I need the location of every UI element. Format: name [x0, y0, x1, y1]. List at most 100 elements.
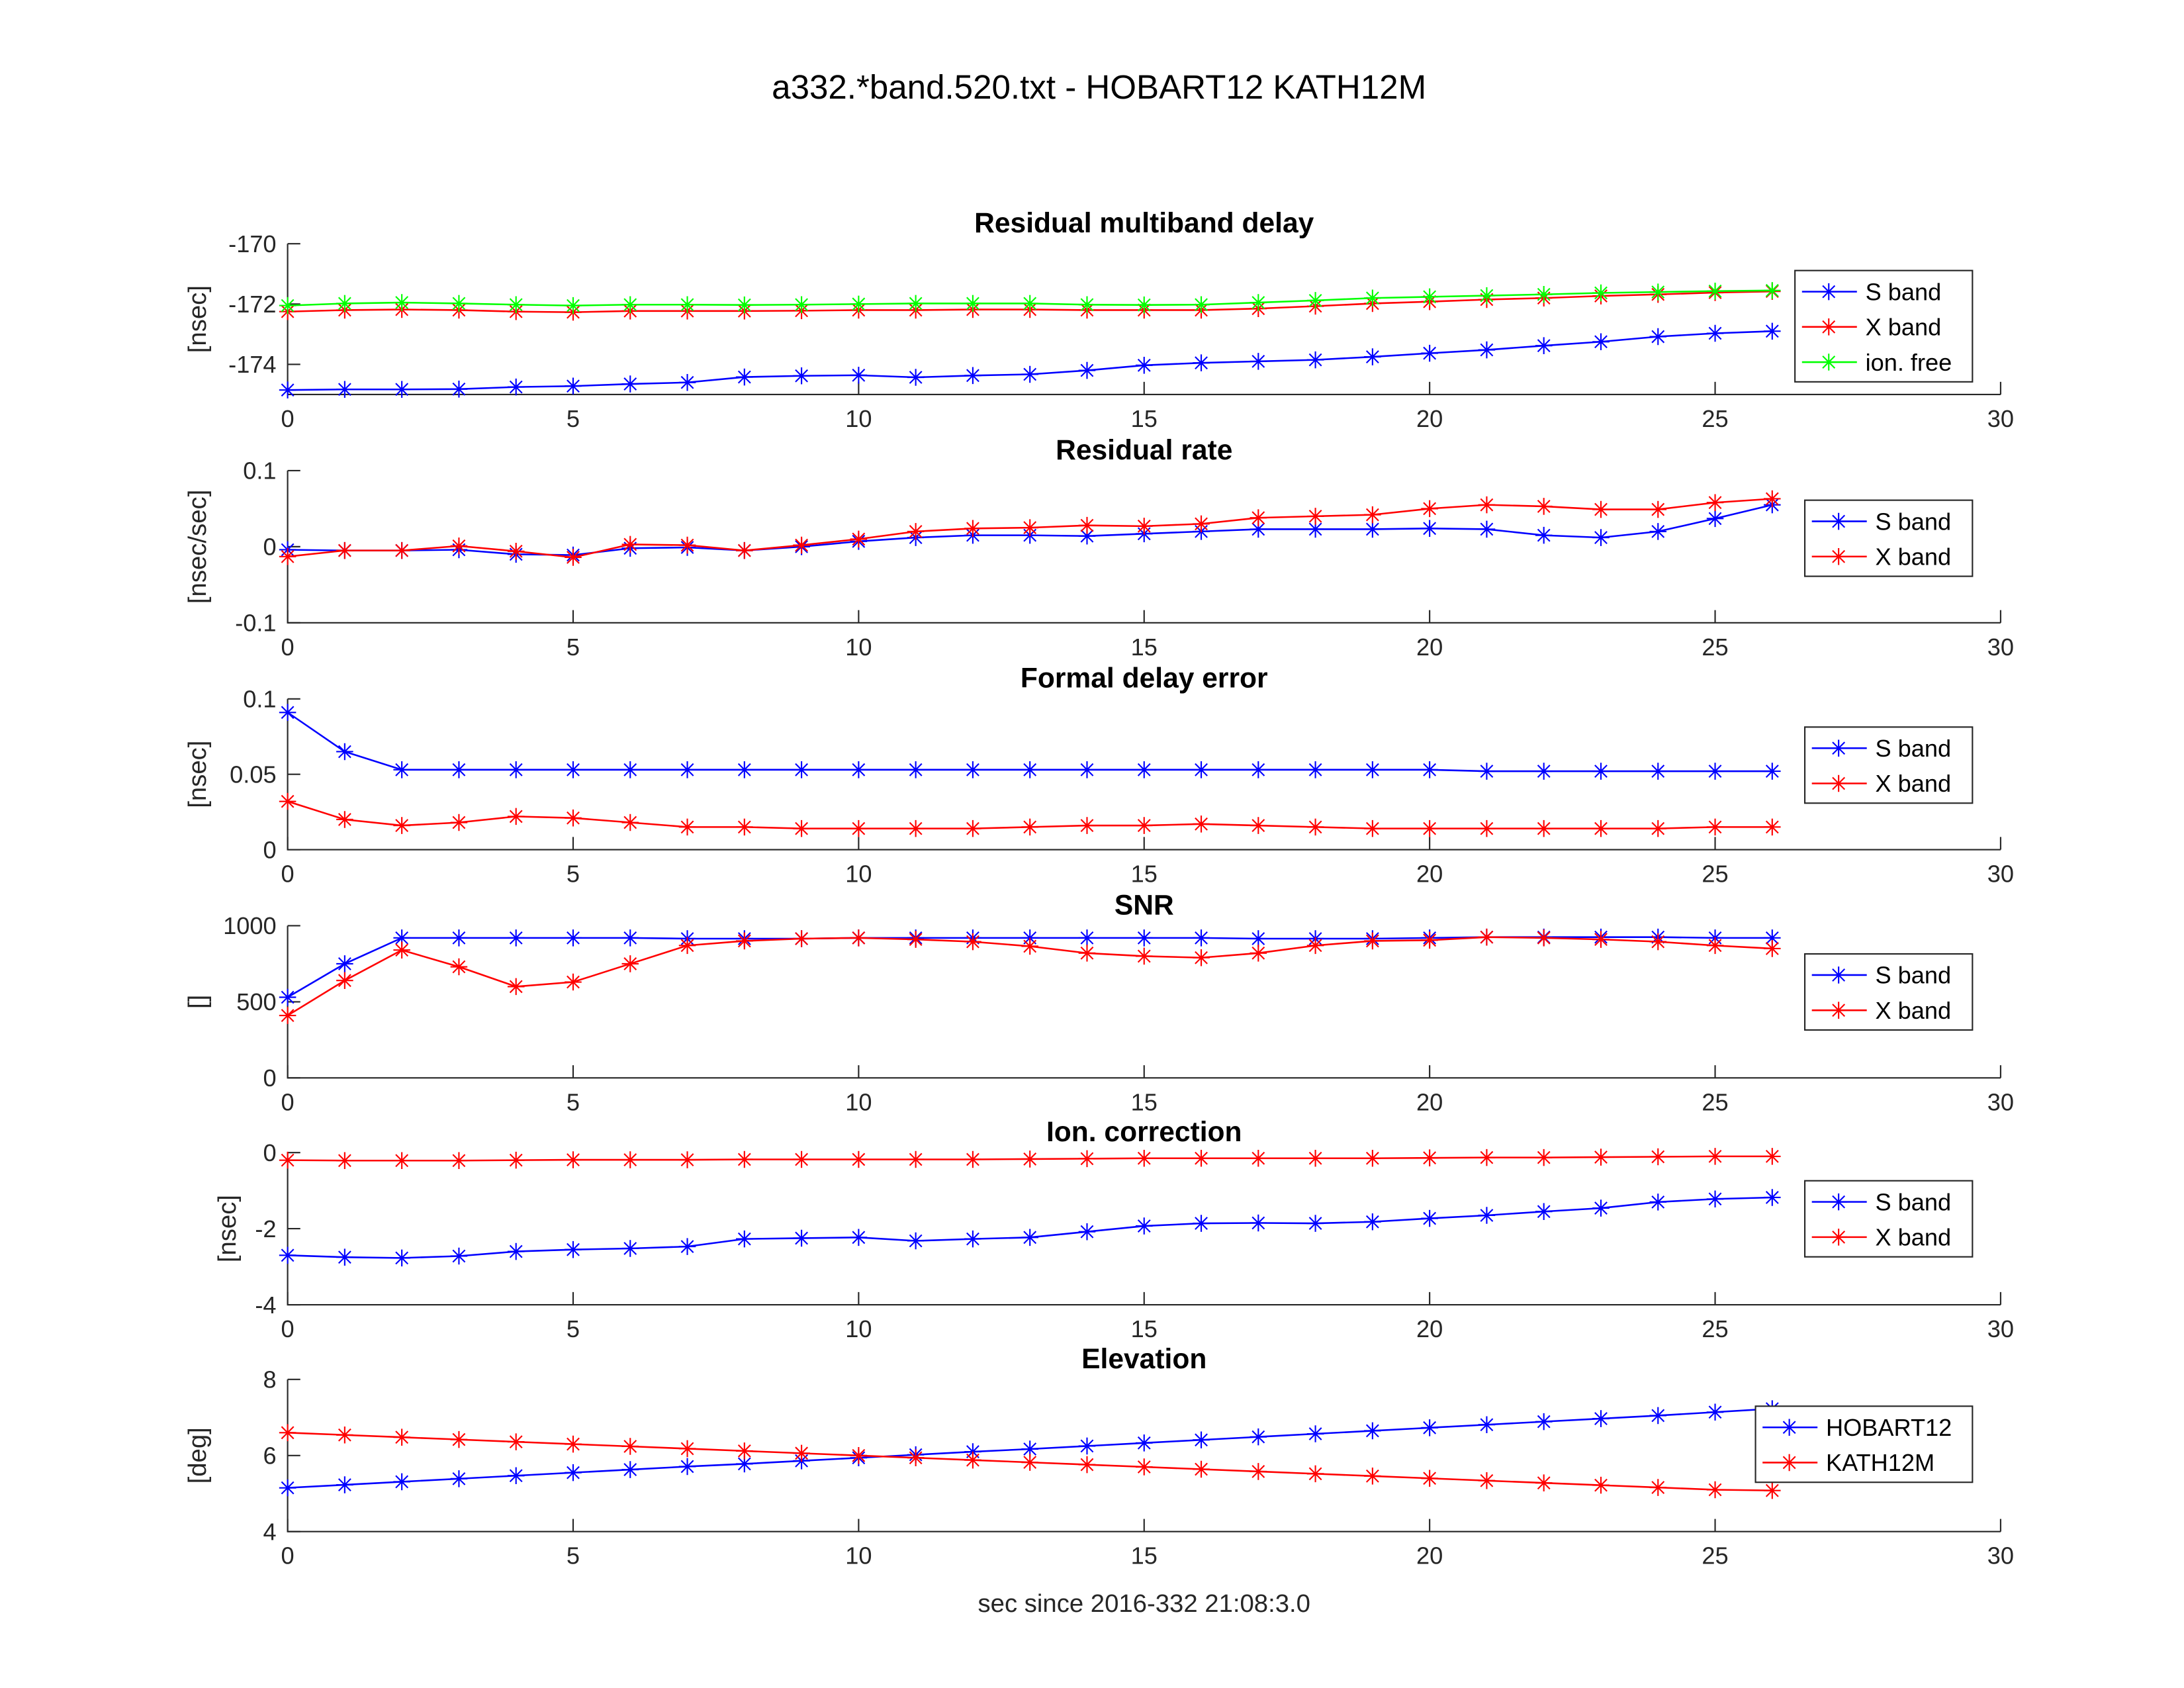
x-tick-label: 10 — [845, 860, 872, 887]
asterisk-marker — [393, 294, 410, 311]
asterisk-marker — [1706, 494, 1724, 511]
asterisk-marker — [1764, 940, 1781, 957]
asterisk-marker — [336, 1152, 353, 1169]
asterisk-marker — [1830, 1193, 1847, 1211]
asterisk-marker — [1135, 1217, 1153, 1235]
asterisk-marker — [1478, 520, 1496, 538]
subplot-residual-multiband-delay: 0 5 10 15 20 25 30 -174 -172 -170 Residual multiba… — [183, 207, 2014, 432]
y-tick-label: 0 — [263, 1064, 276, 1092]
asterisk-marker — [1078, 761, 1096, 778]
y-tick-label: 0.1 — [243, 457, 276, 485]
asterisk-marker — [621, 761, 639, 778]
asterisk-marker — [1478, 287, 1496, 305]
legend: S band X band — [1803, 499, 1974, 577]
asterisk-marker — [1764, 282, 1781, 299]
asterisk-marker — [1764, 1481, 1781, 1499]
asterisk-marker — [1364, 1468, 1381, 1485]
asterisk-marker — [1764, 763, 1781, 780]
asterisk-marker — [1764, 1148, 1781, 1165]
axes-frame — [287, 470, 2001, 624]
asterisk-marker — [1649, 763, 1667, 780]
asterisk-marker — [1021, 295, 1038, 312]
asterisk-marker — [793, 296, 810, 314]
asterisk-marker — [1135, 929, 1153, 947]
asterisk-marker — [450, 958, 468, 976]
y-tick-label: 0.05 — [230, 761, 276, 788]
asterisk-marker — [678, 296, 696, 314]
asterisk-marker — [850, 530, 868, 548]
asterisk-marker — [1820, 283, 1838, 301]
asterisk-marker — [1193, 761, 1210, 778]
y-axis-label: [nsec/sec] — [183, 490, 212, 604]
x-tick-label: 5 — [567, 405, 580, 432]
asterisk-marker — [621, 1461, 639, 1478]
asterisk-marker — [507, 978, 525, 996]
asterisk-marker — [1135, 518, 1153, 535]
asterisk-marker — [621, 296, 639, 314]
asterisk-marker — [1706, 763, 1724, 780]
asterisk-marker — [1193, 1215, 1210, 1232]
asterisk-marker — [850, 295, 868, 313]
asterisk-marker — [1764, 490, 1781, 508]
legend-label: S band — [1866, 278, 1942, 305]
asterisk-marker — [736, 541, 753, 559]
asterisk-marker — [450, 761, 468, 778]
asterisk-marker — [1706, 1190, 1724, 1208]
asterisk-marker — [1830, 1229, 1847, 1246]
asterisk-marker — [736, 368, 753, 386]
asterisk-marker — [793, 930, 810, 947]
asterisk-marker — [393, 541, 410, 559]
x-tick-label: 0 — [281, 1542, 295, 1570]
asterisk-marker — [393, 1249, 410, 1267]
legend: S band X band — [1803, 726, 1974, 804]
x-tick-label: 10 — [845, 1542, 872, 1570]
y-tick-label: -172 — [228, 291, 276, 318]
asterisk-marker — [907, 1150, 925, 1168]
asterisk-marker — [621, 1151, 639, 1168]
asterisk-marker — [1764, 818, 1781, 836]
asterisk-marker — [1250, 945, 1267, 962]
asterisk-marker — [1078, 296, 1096, 314]
x-tick-label: 15 — [1131, 1088, 1158, 1115]
series-s-band — [279, 1189, 1781, 1267]
asterisk-marker — [1021, 519, 1038, 536]
asterisk-marker — [507, 1151, 525, 1169]
asterisk-marker — [621, 929, 639, 947]
x-tick-label: 10 — [845, 633, 872, 661]
asterisk-marker — [1135, 1434, 1153, 1452]
asterisk-marker — [678, 536, 696, 554]
legend-box — [1803, 726, 1974, 804]
asterisk-marker — [336, 541, 353, 559]
asterisk-marker — [450, 1430, 468, 1448]
asterisk-marker — [1649, 1479, 1667, 1496]
asterisk-marker — [736, 1150, 753, 1168]
asterisk-marker — [1364, 506, 1381, 524]
figure-title: a332.*band.520.txt - HOBART12 KATH12M — [772, 68, 1426, 106]
asterisk-marker — [565, 929, 582, 947]
asterisk-marker — [565, 297, 582, 314]
x-tick-label: 15 — [1131, 860, 1158, 887]
asterisk-marker — [1135, 1458, 1153, 1476]
asterisk-marker — [1078, 528, 1096, 545]
asterisk-marker — [1193, 929, 1210, 947]
asterisk-marker — [1250, 761, 1267, 778]
asterisk-marker — [1193, 354, 1210, 371]
asterisk-marker — [1193, 515, 1210, 533]
subplot-title: SNR — [1115, 889, 1174, 921]
y-tick-label: -4 — [255, 1291, 276, 1319]
asterisk-marker — [1421, 931, 1438, 949]
asterisk-marker — [1830, 512, 1847, 530]
x-tick-label: 10 — [845, 405, 872, 432]
asterisk-marker — [1478, 1472, 1496, 1489]
x-tick-label: 5 — [567, 1088, 580, 1115]
asterisk-marker — [1306, 937, 1324, 955]
asterisk-marker — [1478, 820, 1496, 837]
asterisk-marker — [907, 931, 925, 948]
asterisk-marker — [850, 367, 868, 384]
asterisk-marker — [1535, 1203, 1553, 1221]
asterisk-marker — [1364, 820, 1381, 837]
asterisk-marker — [1706, 1481, 1724, 1499]
x-tick-label: 30 — [1987, 1542, 2014, 1570]
x-tick-label: 25 — [1702, 860, 1728, 887]
x-tick-label: 0 — [281, 405, 295, 432]
